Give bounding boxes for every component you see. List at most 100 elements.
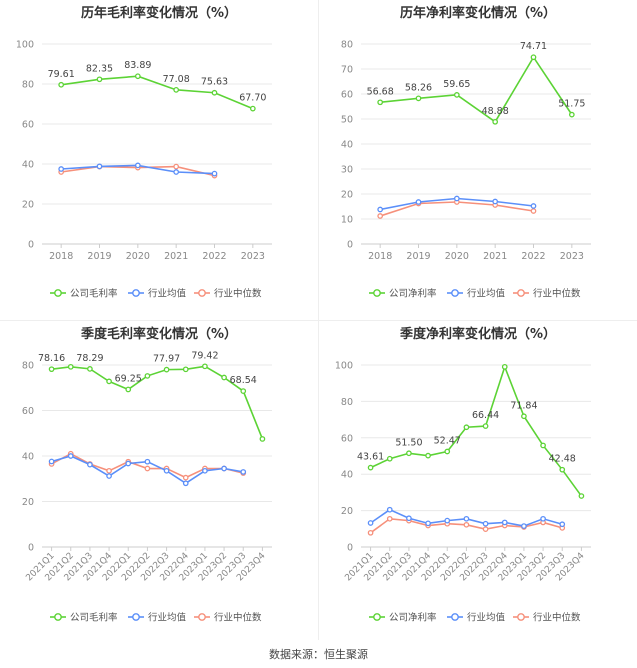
horizontal-divider: [0, 320, 637, 321]
data-point: [367, 464, 374, 471]
chart-svg: 0204060801002021Q12021Q22021Q32021Q42022…: [335, 361, 591, 624]
legend-label: 行业中位数: [214, 612, 262, 624]
data-point: [240, 388, 247, 394]
chart-panel-annual-gross-margin: 历年毛利率变化情况（%） 0 20 40 60 80 100 2018 2019 2020 202…: [0, 0, 318, 320]
chart-title: 历年净利率变化情况（%）: [399, 6, 557, 21]
data-point: [482, 423, 489, 429]
data-point: [559, 466, 566, 473]
legend-marker: [451, 613, 459, 621]
y-tick-label: 60: [341, 90, 353, 101]
legend-marker: [451, 289, 459, 297]
data-label: 82.35: [86, 63, 113, 74]
data-label: 75.63: [201, 77, 228, 88]
data-label: 77.08: [163, 74, 190, 85]
data-label: 51.75: [558, 99, 585, 110]
y-tick-label: 80: [341, 397, 353, 408]
data-label: 68.54: [230, 375, 257, 386]
x-tick-label: 2021: [483, 251, 507, 262]
data-point: [144, 373, 151, 379]
data-point: [482, 520, 489, 527]
data-point: [578, 493, 585, 499]
chart-title: 季度净利率变化情况（%）: [399, 327, 557, 342]
y-tick-label: 40: [22, 452, 34, 463]
legend-label: 公司毛利率: [70, 288, 118, 300]
data-point: [501, 519, 508, 526]
data-label: 48.88: [482, 106, 509, 117]
data-point: [125, 460, 132, 467]
legend-label: 行业均值: [467, 612, 506, 624]
x-tick-label: 2022: [202, 251, 226, 262]
data-label: 79.42: [191, 350, 218, 361]
legend-marker: [198, 289, 206, 297]
data-label: 56.68: [367, 86, 394, 97]
y-tick-label: 30: [341, 165, 353, 176]
legend-label: 行业中位数: [533, 288, 581, 300]
data-point: [521, 523, 527, 529]
x-tick-label: 2022: [521, 251, 545, 262]
y-tick-label: 80: [341, 40, 353, 51]
series-line: [61, 75, 254, 110]
data-point: [540, 442, 546, 449]
legend-label: 行业均值: [148, 612, 187, 624]
series-line: [370, 364, 583, 497]
data-point: [87, 366, 93, 372]
legend-label: 公司净利率: [389, 288, 437, 300]
data-label: 78.16: [38, 353, 65, 364]
data-point: [259, 436, 266, 442]
data-point: [96, 163, 103, 170]
data-point: [202, 467, 208, 474]
data-point: [386, 515, 393, 522]
data-point: [530, 54, 537, 61]
data-point: [463, 515, 470, 522]
data-point: [163, 467, 170, 474]
y-tick-label: 0: [28, 543, 34, 554]
x-tick-label: 2018: [49, 251, 73, 262]
data-point: [144, 458, 151, 465]
chart-title: 历年毛利率变化情况（%）: [80, 6, 238, 21]
data-source: 数据来源：恒生聚源: [269, 648, 368, 661]
legend-marker: [517, 613, 525, 621]
data-point: [106, 473, 112, 479]
data-label: 58.26: [405, 82, 432, 93]
data-point: [106, 467, 112, 474]
legend-marker: [132, 613, 140, 621]
legend-label: 行业中位数: [533, 612, 581, 624]
data-point: [173, 169, 180, 175]
data-point: [453, 195, 460, 202]
y-tick-label: 40: [341, 470, 353, 481]
chart-panel-quarterly-net-margin: 季度净利率变化情况（%） 0 20 40 60 80 100 2021Q1 2021Q2 202…: [319, 321, 637, 641]
legend-marker: [54, 289, 62, 297]
data-point: [134, 162, 141, 169]
data-label: 67.70: [239, 93, 266, 104]
legend-label: 行业均值: [148, 288, 187, 300]
y-tick-label: 40: [22, 160, 34, 171]
data-point: [367, 520, 374, 526]
data-point: [221, 465, 227, 472]
chart-svg: 0204060802021Q12021Q22021Q32021Q42022Q12…: [22, 350, 272, 624]
data-point: [425, 520, 431, 527]
y-tick-label: 80: [22, 361, 34, 372]
legend-marker: [373, 289, 381, 297]
data-point: [530, 208, 537, 214]
y-tick-label: 80: [22, 80, 34, 91]
data-label: 59.65: [443, 79, 470, 90]
data-point: [48, 366, 55, 373]
series-line: [51, 365, 264, 440]
data-label: 77.97: [153, 354, 180, 365]
data-label: 52.47: [434, 436, 461, 447]
chart-panel-annual-net-margin: 历年净利率变化情况（%） 0 10 20 30 40 50 60 70 80 2018 2019 20…: [319, 0, 637, 320]
data-label: 79.61: [48, 69, 75, 80]
y-tick-label: 10: [341, 215, 353, 226]
data-point: [182, 480, 189, 487]
data-label: 43.61: [357, 452, 384, 463]
data-point: [58, 81, 65, 88]
legend-marker: [517, 289, 525, 297]
data-point: [444, 448, 451, 455]
data-point: [125, 386, 132, 393]
data-point: [453, 92, 460, 98]
y-tick-label: 70: [341, 65, 353, 76]
legend-label: 公司净利率: [389, 612, 437, 624]
data-point: [106, 378, 112, 385]
x-tick-label: 2019: [406, 251, 430, 262]
data-point: [463, 424, 470, 431]
